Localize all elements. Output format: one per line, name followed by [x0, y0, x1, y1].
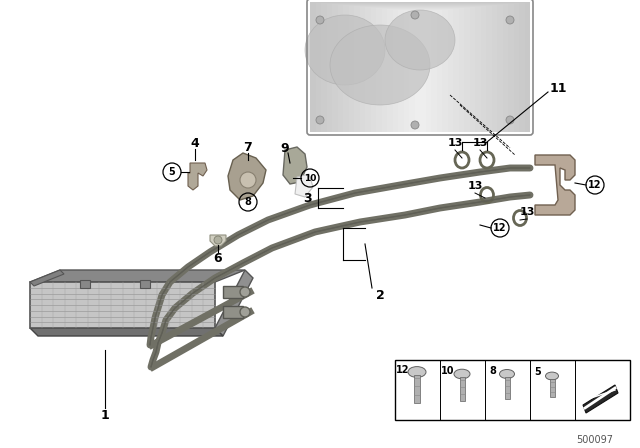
Text: 10: 10 [304, 173, 316, 182]
Polygon shape [188, 163, 207, 190]
Bar [349, 5, 492, 132]
Text: 10: 10 [441, 366, 455, 376]
Ellipse shape [506, 16, 514, 24]
Text: 5: 5 [534, 367, 541, 377]
Text: 12: 12 [588, 180, 602, 190]
Polygon shape [535, 155, 575, 215]
Polygon shape [228, 153, 266, 200]
Ellipse shape [506, 116, 514, 124]
Bar [321, 3, 519, 132]
Text: 12: 12 [493, 223, 507, 233]
Bar [316, 3, 525, 132]
Circle shape [214, 236, 222, 244]
Text: 12: 12 [396, 365, 410, 375]
Bar [504, 377, 509, 399]
Bar [140, 280, 150, 288]
Ellipse shape [545, 372, 559, 380]
Polygon shape [215, 270, 253, 336]
Text: 13: 13 [447, 138, 463, 148]
Bar [550, 379, 554, 397]
Bar [337, 4, 502, 132]
Text: 2: 2 [376, 289, 385, 302]
Ellipse shape [385, 10, 455, 70]
Text: 1: 1 [100, 409, 109, 422]
Text: 13: 13 [467, 181, 483, 191]
Ellipse shape [240, 307, 250, 317]
Bar [223, 306, 243, 318]
Text: 5: 5 [168, 167, 175, 177]
Text: 8: 8 [490, 366, 497, 376]
Bar [460, 377, 465, 401]
Ellipse shape [411, 11, 419, 19]
Ellipse shape [454, 369, 470, 379]
Text: 9: 9 [281, 142, 289, 155]
Polygon shape [583, 385, 618, 413]
Bar [415, 12, 426, 132]
Text: 13: 13 [472, 138, 488, 148]
Ellipse shape [330, 25, 430, 105]
Bar [223, 286, 243, 298]
Ellipse shape [305, 15, 385, 85]
Ellipse shape [316, 116, 324, 124]
Bar [354, 6, 486, 132]
Polygon shape [30, 270, 64, 286]
Bar [381, 9, 458, 132]
Ellipse shape [316, 16, 324, 24]
Polygon shape [210, 235, 226, 246]
Polygon shape [30, 270, 245, 282]
Ellipse shape [240, 287, 250, 297]
Bar [310, 2, 530, 132]
Bar [387, 9, 453, 132]
Ellipse shape [499, 370, 515, 379]
Bar [403, 10, 436, 132]
Text: 6: 6 [214, 251, 222, 264]
Ellipse shape [408, 366, 426, 377]
Polygon shape [30, 328, 223, 336]
Bar [365, 7, 475, 132]
Bar [398, 10, 442, 132]
Ellipse shape [411, 121, 419, 129]
Text: 7: 7 [244, 141, 252, 154]
Bar [392, 9, 447, 132]
Bar [409, 11, 431, 132]
Text: 3: 3 [304, 191, 312, 204]
Bar [360, 7, 481, 132]
Bar [80, 280, 90, 288]
Bar [326, 4, 513, 132]
Polygon shape [295, 174, 313, 197]
Bar [343, 5, 497, 132]
Polygon shape [30, 282, 215, 328]
Text: 8: 8 [244, 197, 252, 207]
Bar [395, 360, 630, 420]
Bar [376, 8, 464, 132]
Text: 11: 11 [549, 82, 567, 95]
Circle shape [240, 172, 256, 188]
Bar [371, 8, 470, 132]
Bar [332, 4, 508, 132]
Text: 4: 4 [191, 137, 200, 150]
Bar [414, 375, 420, 403]
Polygon shape [283, 147, 307, 184]
Text: 500097: 500097 [577, 435, 614, 445]
Text: 13: 13 [519, 207, 534, 217]
